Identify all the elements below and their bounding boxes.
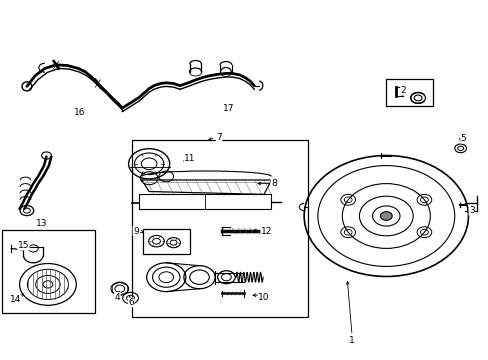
Text: 12: 12 (260, 227, 272, 236)
Text: 7: 7 (216, 133, 222, 142)
Bar (143, 229, 189, 254)
Text: 2: 2 (400, 86, 406, 95)
Text: 9: 9 (133, 227, 139, 236)
Bar (2, 230, 95, 313)
Text: 13: 13 (36, 219, 47, 228)
Text: 4: 4 (114, 292, 120, 302)
Text: 5: 5 (460, 134, 466, 143)
Bar (132, 140, 307, 317)
Bar (386, 79, 432, 106)
Text: 3: 3 (468, 206, 474, 215)
Text: 6: 6 (128, 298, 134, 307)
Text: 16: 16 (73, 108, 85, 117)
Text: 14: 14 (10, 295, 21, 304)
Text: 11: 11 (183, 154, 195, 163)
Text: 15: 15 (18, 241, 29, 250)
Circle shape (380, 212, 391, 220)
Text: 10: 10 (258, 292, 269, 302)
Text: 8: 8 (270, 179, 276, 188)
Text: 1: 1 (348, 336, 354, 345)
Text: 17: 17 (223, 104, 234, 112)
